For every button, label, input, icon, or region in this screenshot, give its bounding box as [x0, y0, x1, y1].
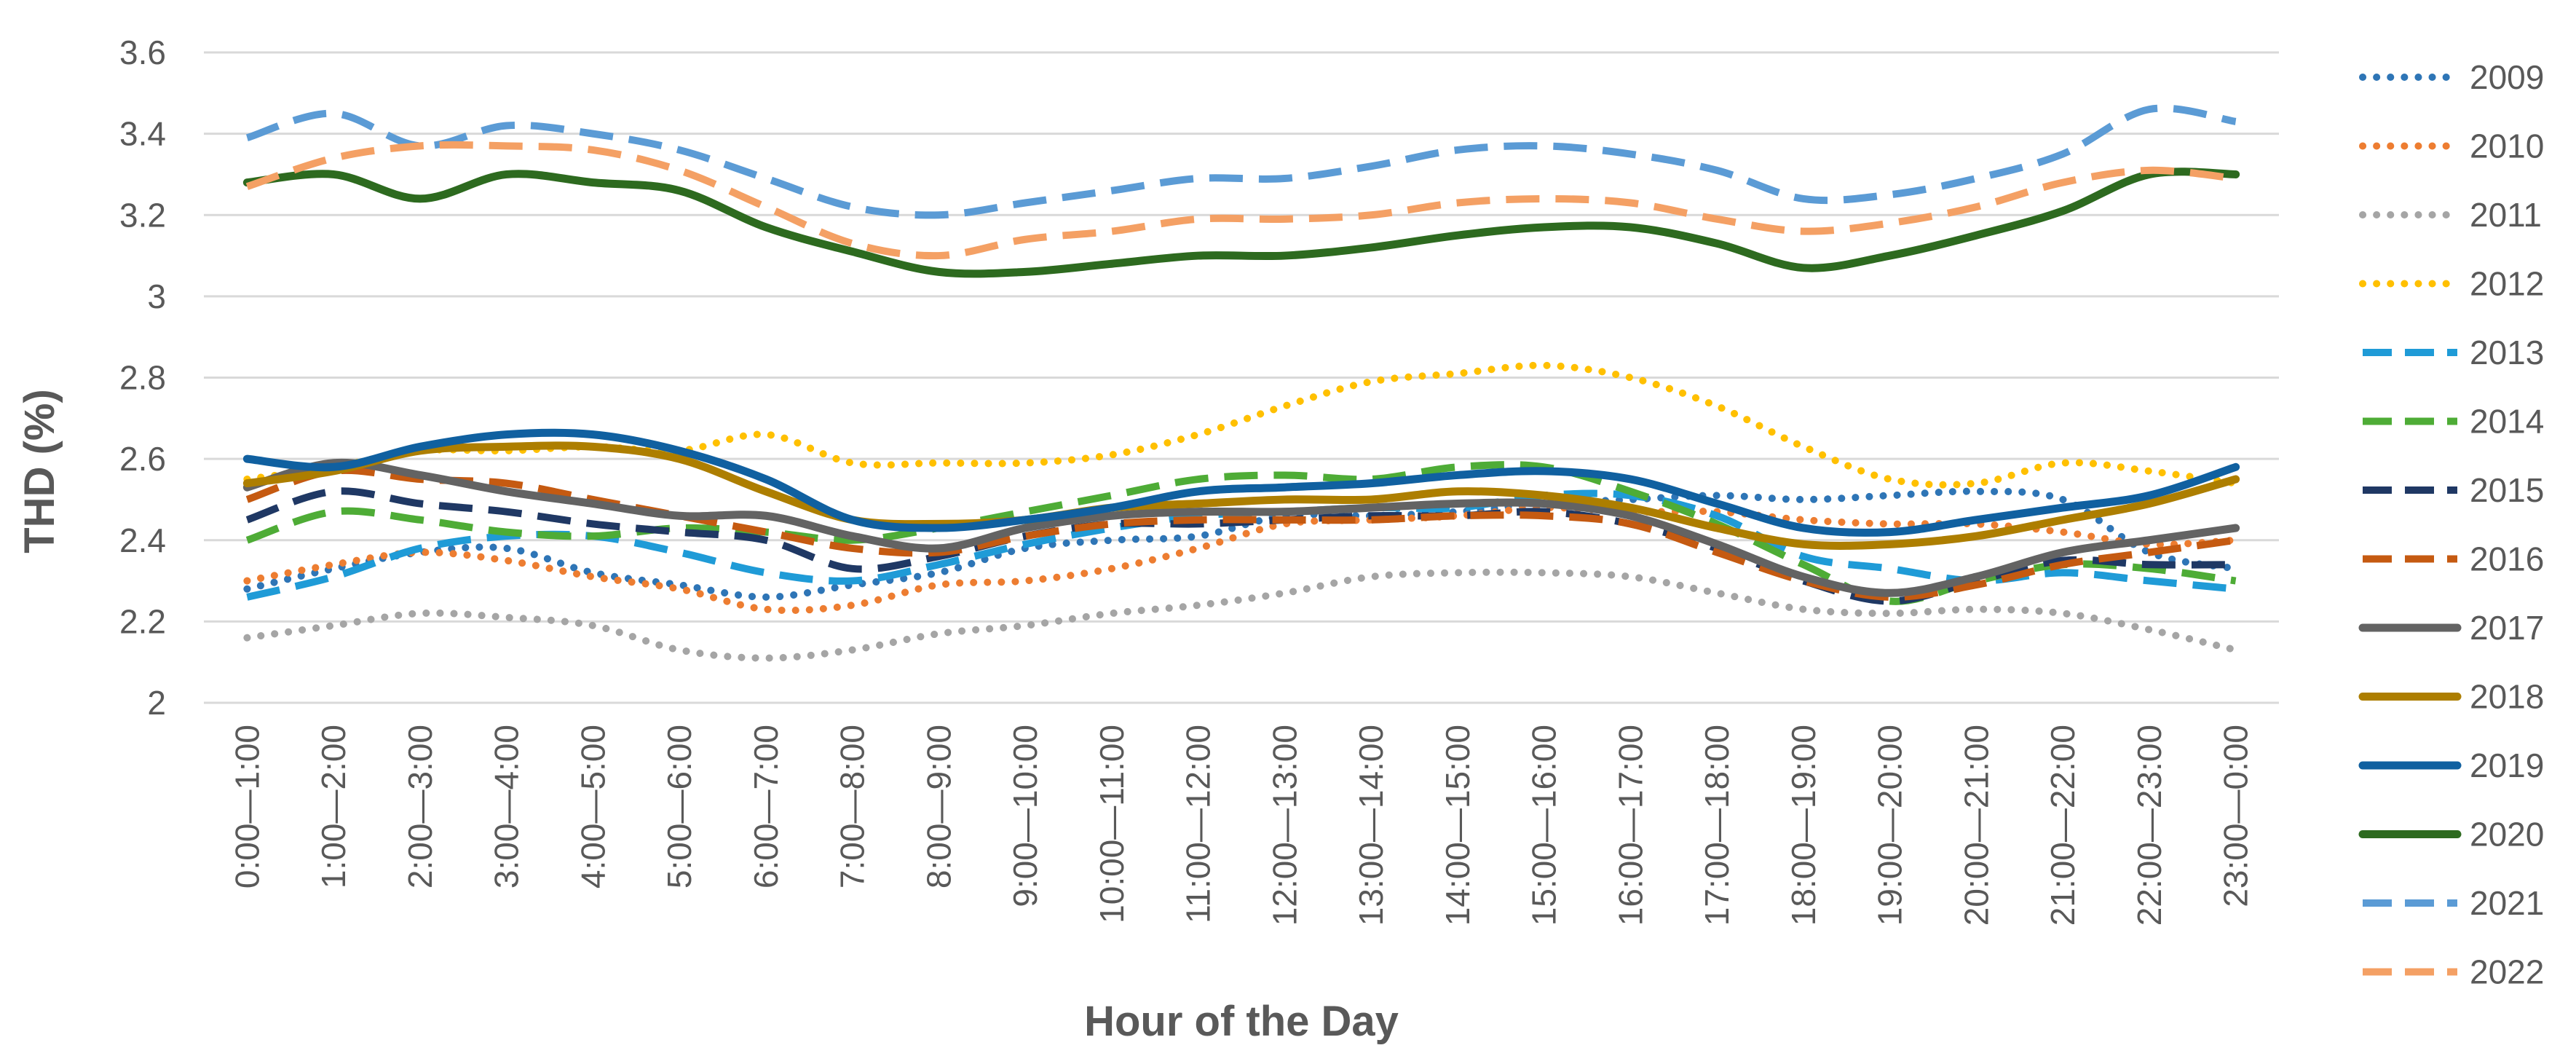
y-axis-ticks: 2 2.2 2.4 2.6 2.8 3 3.2 3.4 3.6	[119, 34, 166, 722]
legend-label: 2021	[2470, 884, 2544, 922]
legend: 2009 2010 2011 2012 2013 2014 2015 2016 2017 2018…	[2358, 58, 2544, 991]
x-tick-label: 8:00—9:00	[920, 725, 957, 888]
legend-label: 2009	[2470, 58, 2544, 96]
series-line-2020	[242, 168, 2240, 278]
legend-label: 2019	[2470, 746, 2544, 784]
x-tick-label: 22:00—23:00	[2130, 725, 2168, 926]
x-tick-label: 21:00—22:00	[2044, 725, 2082, 926]
legend-label: 2010	[2470, 127, 2544, 165]
x-tick-label: 14:00—15:00	[1439, 725, 1477, 926]
x-tick-label: 23:00—0:00	[2217, 725, 2255, 907]
legend-label: 2011	[2470, 196, 2542, 234]
series-line-2018	[242, 441, 2240, 550]
x-tick-label: 1:00—2:00	[315, 725, 352, 888]
legend-label: 2016	[2470, 540, 2544, 578]
x-tick-label: 3:00—4:00	[488, 725, 526, 888]
x-tick-label: 15:00—16:00	[1525, 725, 1563, 926]
x-axis-title: Hour of the Day	[1084, 998, 1399, 1045]
x-tick-label: 9:00—10:00	[1006, 725, 1044, 907]
series-line-2016	[245, 466, 2237, 601]
y-tick-label: 2.2	[119, 602, 166, 640]
x-tick-label: 5:00—6:00	[660, 725, 698, 888]
series-line-2019	[242, 428, 2240, 537]
series-line-2010	[243, 503, 2240, 615]
legend-label: 2020	[2470, 816, 2544, 854]
legend-label: 2015	[2470, 471, 2544, 509]
x-tick-label: 6:00—7:00	[747, 725, 785, 888]
x-tick-label: 17:00—18:00	[1698, 725, 1736, 926]
y-tick-label: 3.2	[119, 196, 166, 234]
series-line-2011	[243, 568, 2240, 662]
x-tick-label: 16:00—17:00	[1611, 725, 1649, 926]
y-tick-label: 2.4	[119, 521, 166, 559]
x-tick-label: 11:00—12:00	[1180, 725, 1217, 923]
legend-label: 2012	[2470, 265, 2544, 303]
legend-label: 2014	[2470, 403, 2544, 441]
x-tick-label: 10:00—11:00	[1093, 725, 1131, 923]
x-axis-ticks: 0:00—1:00 1:00—2:00 2:00—3:00 3:00—4:00 4:00…	[228, 725, 2254, 926]
series-layer	[242, 104, 2240, 662]
y-tick-label: 3	[147, 277, 166, 315]
y-tick-label: 3.4	[119, 115, 166, 153]
y-tick-label: 2.6	[119, 440, 166, 478]
series-line-2012	[243, 361, 2240, 489]
x-tick-label: 4:00—5:00	[574, 725, 612, 888]
legend-label: 2022	[2470, 953, 2544, 991]
x-tick-label: 0:00—1:00	[228, 725, 266, 888]
y-axis-title: THD (%)	[16, 389, 63, 553]
series-line-2021	[245, 104, 2237, 219]
series-line-2022	[245, 141, 2237, 260]
x-tick-label: 13:00—14:00	[1352, 725, 1390, 926]
series-line-2017	[242, 458, 2240, 597]
x-tick-label: 12:00—13:00	[1265, 725, 1303, 926]
legend-label: 2018	[2470, 678, 2544, 716]
gridlines	[204, 51, 2279, 704]
legend-label: 2017	[2470, 609, 2544, 647]
y-tick-label: 2.8	[119, 359, 166, 397]
series-line-2009	[243, 487, 2240, 601]
x-tick-label: 19:00—20:00	[1871, 725, 1909, 926]
x-tick-label: 2:00—3:00	[401, 725, 439, 888]
legend-label: 2013	[2470, 334, 2544, 371]
x-tick-label: 20:00—21:00	[1957, 725, 1995, 926]
y-tick-label: 2	[147, 684, 166, 722]
x-tick-label: 18:00—19:00	[1785, 725, 1822, 926]
x-tick-label: 7:00—8:00	[834, 725, 872, 888]
y-tick-label: 3.6	[119, 34, 166, 71]
